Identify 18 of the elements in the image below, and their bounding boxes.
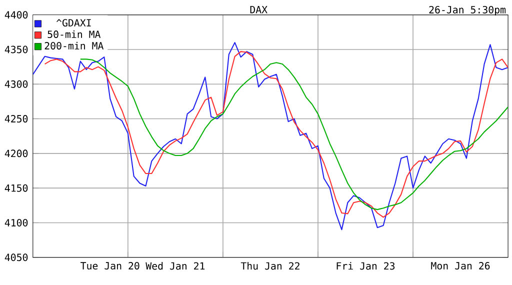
legend-label: 50-min MA bbox=[48, 30, 101, 38]
y-tick-label: 4050 bbox=[4, 254, 28, 262]
chart-title: DAX bbox=[250, 6, 268, 14]
x-tick-label: Wed Jan 21 bbox=[146, 262, 205, 270]
x-tick-label: Tue Jan 20 bbox=[80, 262, 140, 270]
y-tick-label: 4350 bbox=[4, 46, 28, 54]
legend-label: 200-min MA bbox=[44, 42, 104, 50]
y-tick-label: 4400 bbox=[4, 11, 28, 19]
legend-label: ^GDAXI bbox=[56, 19, 91, 27]
y-tick-label: 4300 bbox=[4, 80, 28, 88]
y-tick-label: 4200 bbox=[4, 150, 28, 158]
y-tick-label: 4100 bbox=[4, 218, 28, 226]
x-tick-label: Mon Jan 26 bbox=[431, 262, 490, 270]
y-tick-label: 4150 bbox=[4, 184, 28, 192]
chart-subtitle: 26-Jan 5:30pm bbox=[429, 6, 506, 16]
x-tick-label: Thu Jan 22 bbox=[240, 262, 300, 270]
x-tick-label: Fri Jan 23 bbox=[336, 262, 395, 270]
y-tick-label: 4250 bbox=[4, 115, 28, 122]
